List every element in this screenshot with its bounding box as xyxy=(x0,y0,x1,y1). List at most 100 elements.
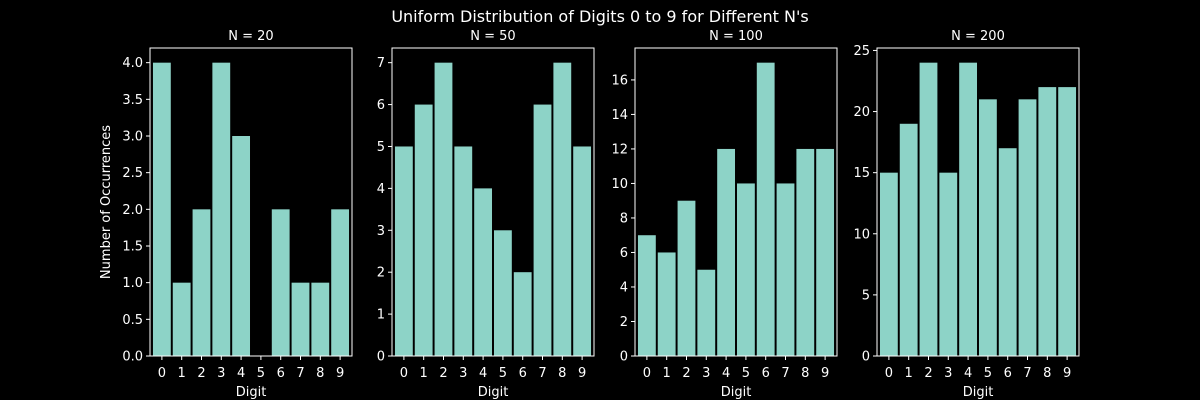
y-tick-label: 5 xyxy=(862,288,870,303)
panel-title: N = 20 xyxy=(228,29,273,44)
chart-panels: 0 1 2 3 4 5 6 7 8 90.00.51.01.52.02.53.03.54.0N =… xyxy=(99,29,1080,400)
bar-digit-6 xyxy=(271,209,290,356)
bar-digit-8 xyxy=(311,282,330,356)
x-tick-label: 8 xyxy=(316,366,324,381)
x-tick-label: 4 xyxy=(964,366,972,381)
x-tick-label: 1 xyxy=(420,366,428,381)
axes-frame xyxy=(149,47,353,357)
x-tick-label: 5 xyxy=(499,366,507,381)
x-tick-label: 1 xyxy=(663,366,671,381)
x-axis-label: Digit xyxy=(721,385,752,400)
bar-digit-7 xyxy=(776,183,795,356)
bar-digit-2 xyxy=(192,209,211,356)
x-tick-label: 0 xyxy=(885,366,893,381)
bar-digit-0 xyxy=(637,235,656,356)
axes-frame xyxy=(876,47,1080,357)
bar-digit-8 xyxy=(553,62,572,357)
bar-digit-6 xyxy=(513,272,532,356)
bar-digit-0 xyxy=(152,62,171,357)
y-axis-label: Number of Occurrences xyxy=(99,125,114,279)
x-tick-label: 0 xyxy=(643,366,651,381)
bar-digit-7 xyxy=(533,104,552,356)
y-tick-label: 3 xyxy=(377,224,385,239)
y-tick-label: 8 xyxy=(620,211,628,226)
y-tick-label: 0.0 xyxy=(122,350,143,365)
x-tick-label: 2 xyxy=(197,366,205,381)
x-tick-label: 3 xyxy=(217,366,225,381)
y-tick-label: 2 xyxy=(377,266,385,281)
x-tick-label: 6 xyxy=(277,366,285,381)
y-tick-label: 2.0 xyxy=(122,203,143,218)
bar-digit-7 xyxy=(291,282,310,356)
x-tick-label: 4 xyxy=(479,366,487,381)
bar-digit-2 xyxy=(434,62,453,357)
bar-digit-8 xyxy=(796,148,815,356)
x-tick-label: 8 xyxy=(558,366,566,381)
bar-digit-2 xyxy=(919,62,938,357)
panel-title: N = 100 xyxy=(709,29,763,44)
x-tick-label: 1 xyxy=(178,366,186,381)
bar-digit-3 xyxy=(212,62,231,357)
y-tick-label: 1 xyxy=(377,308,385,323)
bar-digit-5 xyxy=(493,230,512,356)
x-tick-label: 0 xyxy=(158,366,166,381)
y-tick-label: 3.5 xyxy=(122,93,143,108)
x-axis-label: Digit xyxy=(236,385,267,400)
x-axis-label: Digit xyxy=(963,385,994,400)
y-tick-label: 25 xyxy=(853,44,870,59)
axes-frame xyxy=(634,47,838,357)
y-tick-label: 5 xyxy=(377,140,385,155)
x-tick-label: 6 xyxy=(519,366,527,381)
x-axis-label: Digit xyxy=(478,385,509,400)
bar-digit-3 xyxy=(939,172,958,356)
y-tick-label: 10 xyxy=(853,227,870,242)
x-tick-label: 8 xyxy=(801,366,809,381)
x-tick-label: 7 xyxy=(1023,366,1031,381)
x-tick-label: 8 xyxy=(1043,366,1051,381)
y-tick-label: 4 xyxy=(620,280,628,295)
bar-digit-1 xyxy=(899,123,918,356)
y-tick-label: 20 xyxy=(853,105,870,120)
bar-digit-4 xyxy=(474,188,493,356)
x-tick-label: 7 xyxy=(296,366,304,381)
y-tick-label: 12 xyxy=(611,142,628,157)
bar-digit-6 xyxy=(998,148,1017,356)
y-tick-label: 2 xyxy=(620,315,628,330)
bar-digit-9 xyxy=(573,146,592,356)
figure-title: Uniform Distribution of Digits 0 to 9 fo… xyxy=(391,7,808,26)
y-tick-label: 0 xyxy=(620,350,628,365)
x-tick-label: 1 xyxy=(905,366,913,381)
x-tick-label: 3 xyxy=(944,366,952,381)
y-tick-label: 14 xyxy=(611,108,628,123)
y-tick-label: 4 xyxy=(377,182,385,197)
x-tick-label: 6 xyxy=(762,366,770,381)
bar-digit-5 xyxy=(736,183,755,356)
bar-digit-0 xyxy=(879,172,898,356)
x-tick-label: 7 xyxy=(781,366,789,381)
bar-digit-3 xyxy=(697,269,716,356)
x-tick-label: 3 xyxy=(459,366,467,381)
bar-digit-0 xyxy=(394,146,413,356)
bar-digit-6 xyxy=(756,62,775,357)
y-tick-label: 0 xyxy=(862,350,870,365)
y-tick-label: 6 xyxy=(620,246,628,261)
bar-digit-4 xyxy=(959,62,978,357)
bar-digit-9 xyxy=(331,209,350,356)
bar-digit-2 xyxy=(677,200,696,356)
bar-digit-4 xyxy=(717,148,736,356)
y-tick-label: 15 xyxy=(853,166,870,181)
x-tick-label: 9 xyxy=(578,366,586,381)
bar-digit-9 xyxy=(816,148,835,356)
chart-panel-1: 0 1 2 3 4 5 6 7 8 9 0.0 0.5 1.0 1.5 2.0 2.5 3.0 3.5 4.0 N =… xyxy=(99,29,353,400)
x-tick-label: 0 xyxy=(400,366,408,381)
y-tick-label: 16 xyxy=(611,73,628,88)
x-tick-label: 4 xyxy=(722,366,730,381)
x-tick-label: 5 xyxy=(984,366,992,381)
x-tick-label: 9 xyxy=(821,366,829,381)
x-tick-label: 2 xyxy=(682,366,690,381)
bar-digit-1 xyxy=(657,252,676,356)
y-tick-label: 7 xyxy=(377,56,385,71)
